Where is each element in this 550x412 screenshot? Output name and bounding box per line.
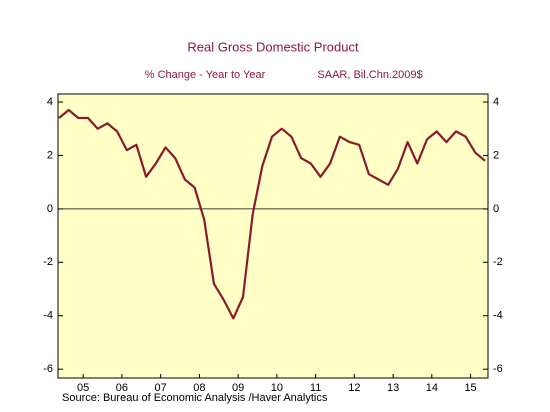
x-tick-label: 06 [116,382,128,394]
y2-tick-label: -6 [493,363,503,375]
y-tick-label: 0 [47,203,53,215]
x-tick-label: 05 [77,382,89,394]
x-tick-label: 10 [271,382,283,394]
y2-tick-label: -2 [493,256,503,268]
x-tick-label: 14 [426,382,438,394]
chart-subtitle: SAAR, Bil.Chn.2009$ [317,69,422,81]
x-tick-label: 12 [348,382,360,394]
y2-tick-label: -4 [493,310,503,322]
x-tick-label: 08 [193,382,205,394]
y2-tick-label: 2 [493,149,499,161]
x-tick-label: 13 [387,382,399,394]
y-tick-label: 4 [47,96,53,108]
y-tick-label: -6 [43,363,53,375]
y-tick-label: 2 [47,149,53,161]
chart-subtitle: % Change - Year to Year [145,69,266,81]
chart-title: Real Gross Domestic Product [187,39,359,54]
x-tick-label: 11 [310,382,321,394]
y2-tick-label: 0 [493,203,499,215]
y-tick-label: -4 [43,310,53,322]
x-tick-label: 07 [155,382,167,394]
x-tick-label: 09 [232,382,244,394]
plot-area [57,93,489,379]
data-line [58,108,486,320]
x-tick-label: 15 [464,382,476,394]
y-tick-label: -2 [43,256,53,268]
source-note: Source: Bureau of Economic Analysis /Hav… [62,392,328,404]
y2-tick-label: 4 [493,96,499,108]
